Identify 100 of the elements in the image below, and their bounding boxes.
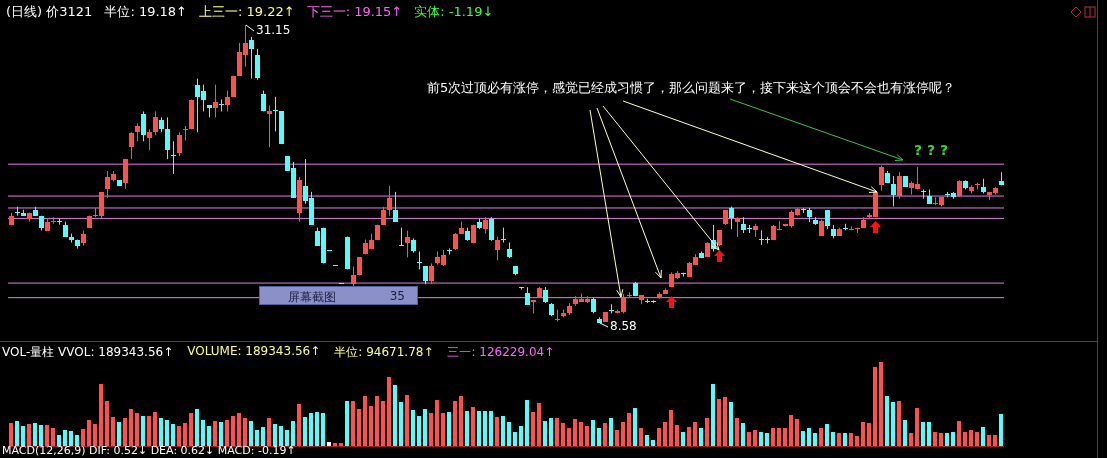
bar	[447, 412, 451, 446]
bar	[927, 422, 931, 446]
candlestick	[267, 104, 272, 148]
bar	[435, 400, 439, 446]
bar	[237, 413, 241, 446]
bar	[555, 418, 559, 446]
bar	[243, 418, 247, 446]
candlestick	[129, 131, 134, 160]
bar	[99, 384, 103, 446]
bar	[939, 433, 943, 446]
bar	[573, 419, 577, 446]
bar	[153, 412, 157, 446]
bar	[219, 422, 223, 446]
bar	[873, 367, 877, 446]
text: 下三一: 19.15↑	[306, 4, 403, 19]
text: 实体: -1.19↓	[414, 4, 494, 19]
candlestick	[273, 96, 278, 132]
bar	[261, 427, 265, 446]
bar	[33, 423, 37, 446]
bar	[471, 407, 475, 446]
bar	[333, 443, 337, 446]
bar	[291, 421, 295, 446]
bar	[747, 432, 751, 446]
bar	[39, 425, 43, 446]
bar	[267, 418, 271, 446]
bar	[813, 433, 817, 446]
bar	[87, 420, 91, 446]
bar	[945, 433, 949, 446]
bar	[741, 423, 745, 446]
bar	[771, 428, 775, 446]
bar	[207, 426, 211, 446]
annotation: 8.58	[610, 319, 637, 334]
candlestick	[165, 116, 170, 160]
bar	[513, 432, 517, 446]
bar	[9, 423, 13, 446]
bar	[213, 421, 217, 446]
bar	[729, 402, 733, 446]
bar	[453, 401, 457, 446]
bar	[45, 425, 49, 446]
text: 上三一: 19.22↑	[199, 4, 295, 19]
bar	[429, 413, 433, 446]
text: VOLUME: 189343.56↑	[187, 344, 321, 358]
bar	[375, 396, 379, 446]
bar	[21, 426, 25, 446]
bar	[201, 420, 205, 446]
bar	[549, 418, 553, 446]
bar	[189, 413, 193, 446]
candlestick	[171, 140, 176, 175]
bar	[501, 416, 505, 446]
bar	[405, 395, 409, 446]
bar	[933, 432, 937, 446]
label-box: 屏幕截图 35	[259, 286, 418, 305]
bar	[327, 442, 331, 446]
candlestick	[627, 291, 632, 299]
candlestick	[825, 209, 830, 230]
bar	[93, 424, 97, 446]
bar	[411, 410, 415, 446]
bar	[81, 429, 85, 446]
candlestick	[891, 175, 896, 207]
bar	[165, 420, 169, 446]
bar	[525, 400, 529, 446]
bar	[297, 404, 301, 446]
bar	[171, 424, 175, 446]
bar	[807, 428, 811, 446]
bar	[903, 420, 907, 446]
bar	[633, 408, 637, 446]
bar	[591, 420, 595, 446]
annotation: ? ? ?	[914, 142, 949, 158]
bar	[693, 422, 697, 446]
candlestick	[213, 84, 218, 118]
bar	[705, 418, 709, 446]
bar	[735, 418, 739, 446]
bar	[657, 428, 661, 446]
candlestick	[417, 250, 422, 270]
bar	[987, 435, 991, 446]
candlestick	[735, 216, 740, 238]
bar	[843, 433, 847, 446]
bar	[597, 428, 601, 446]
bar	[57, 435, 61, 446]
candlestick	[501, 227, 506, 244]
bar	[951, 432, 955, 446]
bar	[117, 422, 121, 446]
text: 半位: 19.18↑	[104, 4, 187, 19]
bar	[183, 423, 187, 446]
text: 三一: 126229.04↑	[447, 345, 555, 359]
bar	[795, 419, 799, 446]
candlestick	[729, 205, 734, 230]
bar	[879, 362, 883, 446]
bar	[459, 396, 463, 446]
candlestick	[555, 309, 560, 323]
bar	[921, 422, 925, 446]
bar	[123, 418, 127, 446]
bar	[789, 415, 793, 446]
bar	[717, 399, 721, 446]
bar	[981, 427, 985, 446]
bar	[663, 422, 667, 446]
bar	[567, 428, 571, 446]
bar	[885, 396, 889, 446]
bar	[309, 413, 313, 446]
bar	[129, 409, 133, 446]
